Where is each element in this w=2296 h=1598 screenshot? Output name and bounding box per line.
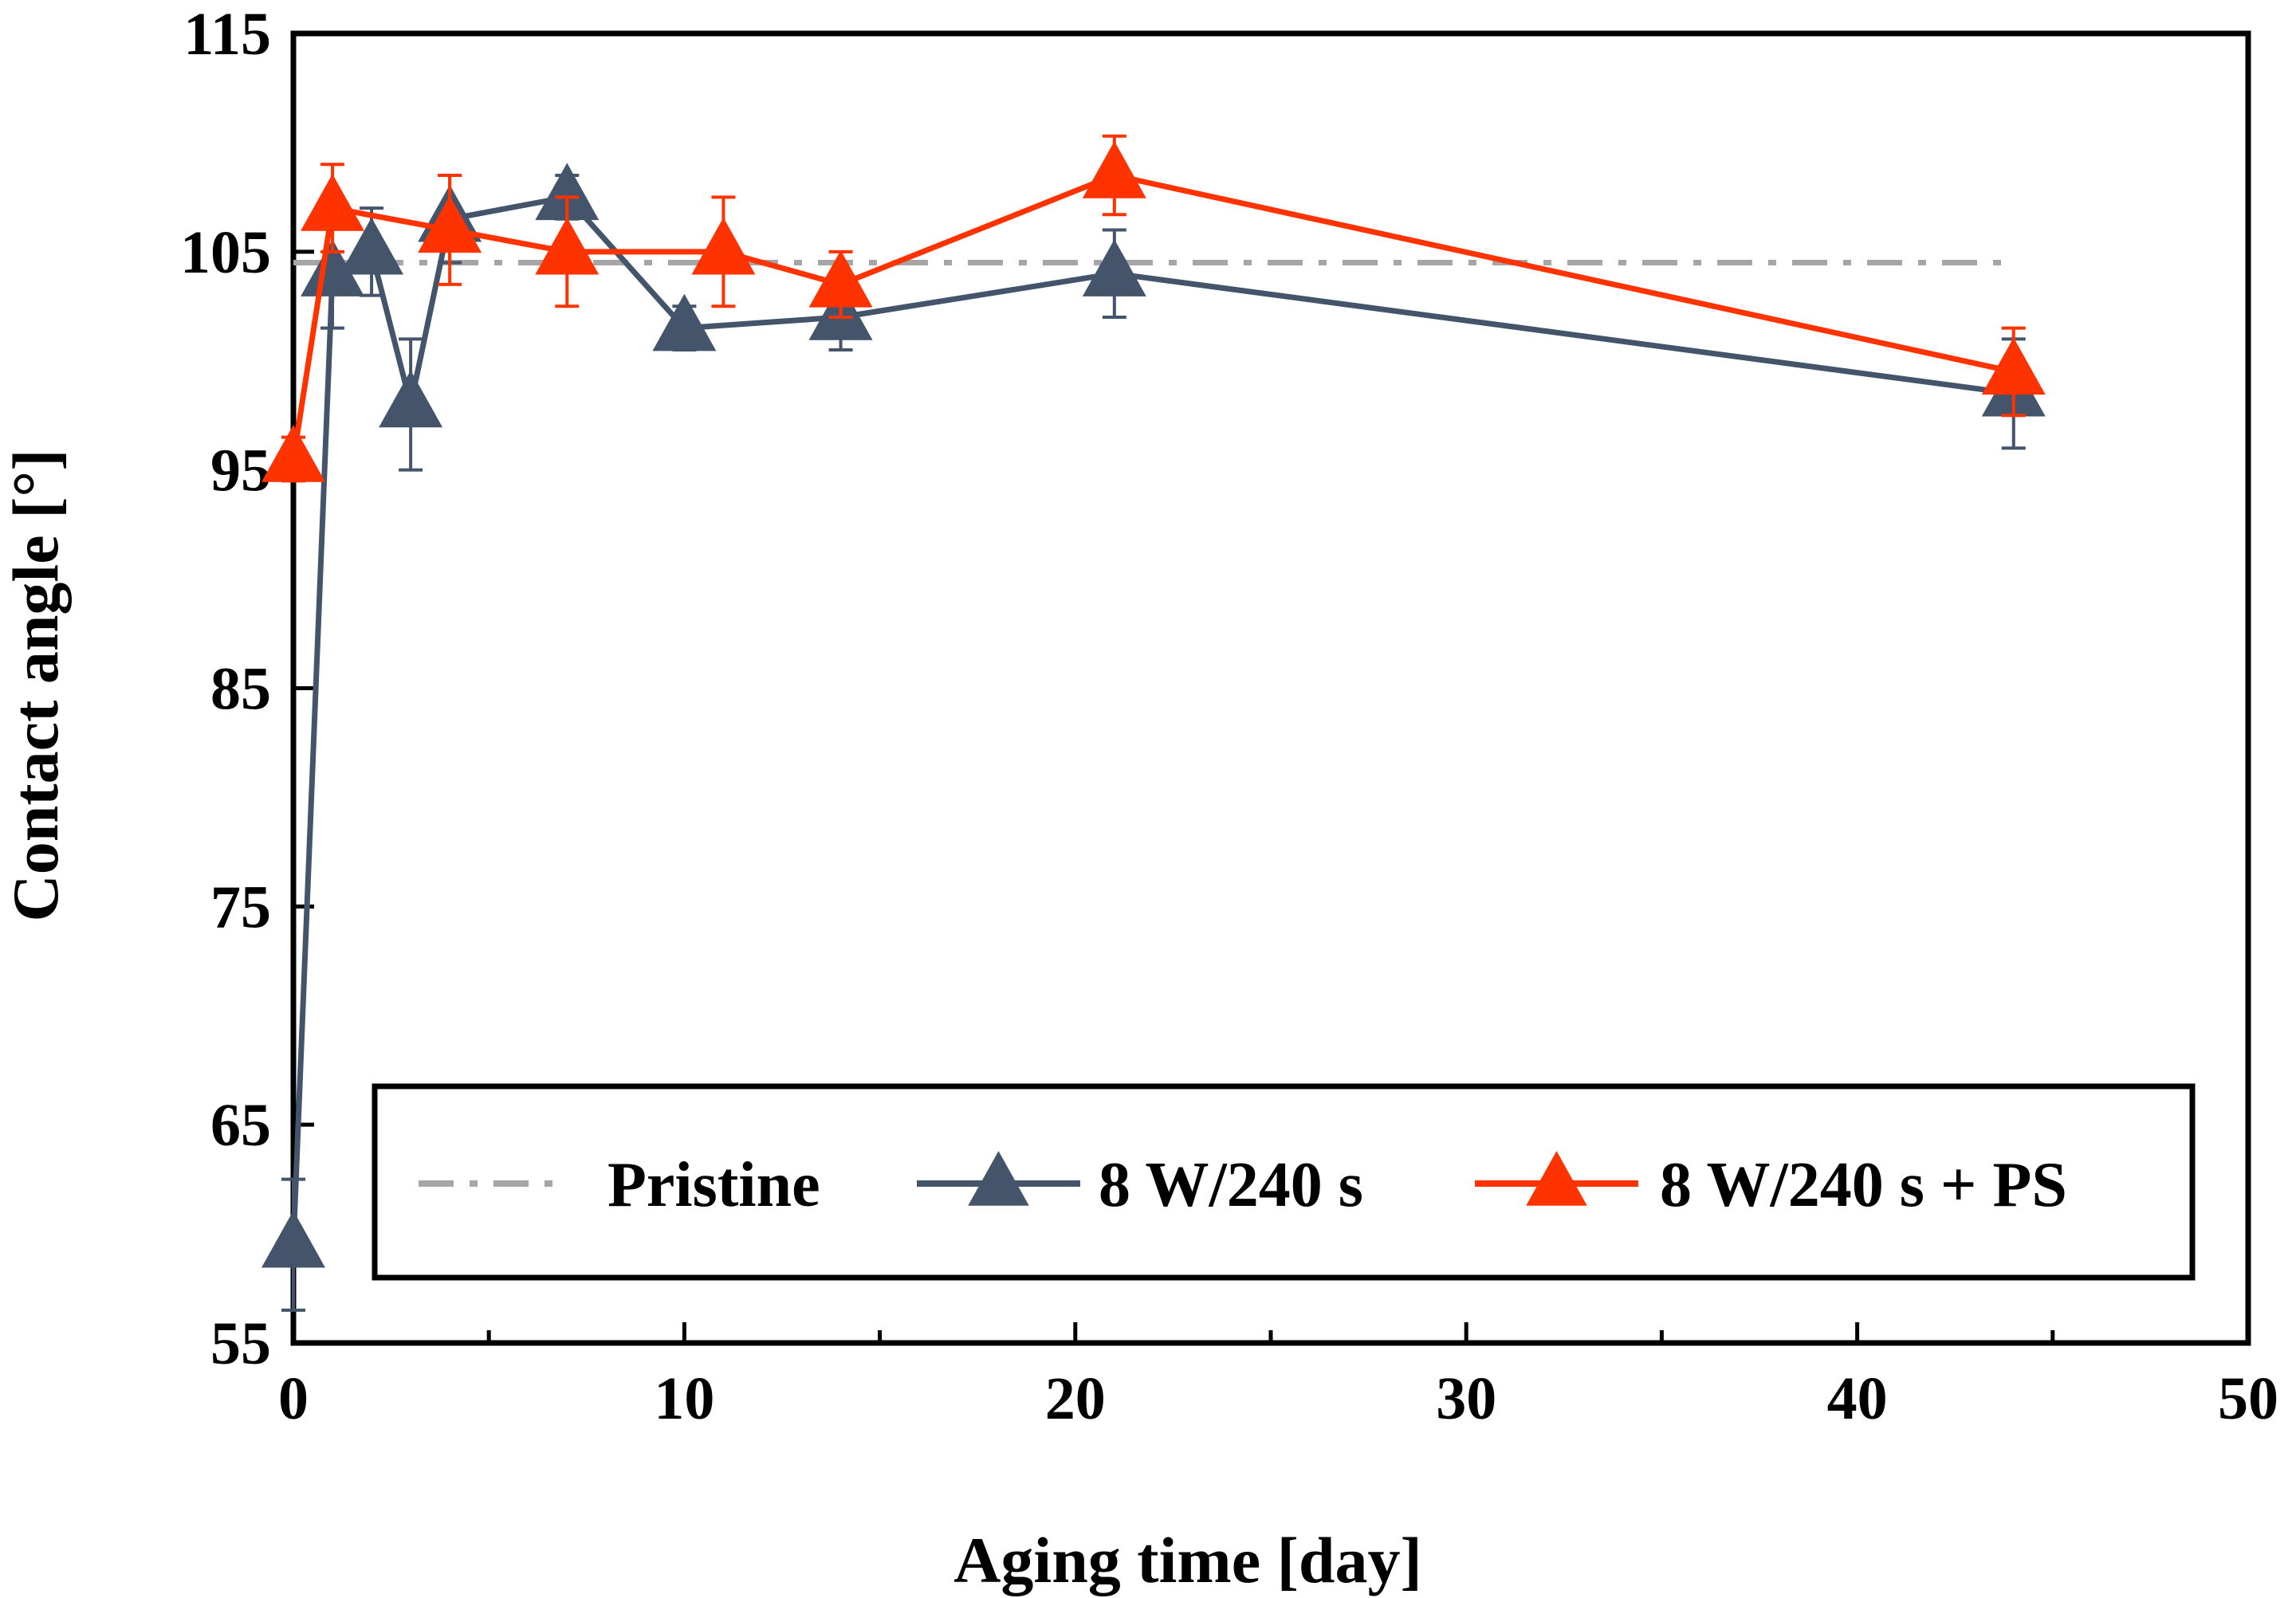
y-axis-title: Contact angle [°]: [0, 449, 72, 921]
y-tick-label: 75: [210, 874, 271, 940]
data-point: [535, 217, 600, 275]
y-tick-label: 115: [183, 1, 271, 68]
data-point: [1082, 141, 1146, 198]
data-point: [379, 370, 443, 428]
data-point: [301, 174, 365, 231]
series-2: [261, 134, 2046, 483]
data-point: [652, 293, 717, 351]
data-point: [418, 195, 482, 253]
legend-label: 8 W/240 s: [1099, 1150, 1363, 1220]
x-axis-title: Aging time [day]: [953, 1524, 1422, 1596]
data-point: [808, 249, 873, 308]
x-tick-label: 30: [1436, 1365, 1496, 1432]
data-point: [261, 1210, 325, 1268]
legend-label: 8 W/240 s + PS: [1660, 1150, 2067, 1220]
y-axis-ticks: 55 65 75 85 95 105 115: [180, 1, 314, 1377]
y-tick-label: 85: [210, 656, 271, 723]
data-point: [691, 217, 756, 275]
legend: Pristine 8 W/240 s 8 W/240 s + PS: [372, 1083, 2196, 1281]
x-tick-label: 40: [1827, 1365, 1888, 1432]
x-tick-label: 10: [654, 1365, 714, 1432]
data-point: [1082, 239, 1146, 296]
x-axis-ticks: 0 10 20 30 40 50: [278, 1322, 2278, 1432]
data-point: [261, 425, 325, 482]
legend-swatch-marker: [1526, 1151, 1587, 1206]
legend-swatch-marker: [968, 1151, 1029, 1206]
y-tick-label: 65: [210, 1092, 271, 1159]
x-tick-label: 0: [278, 1365, 309, 1432]
x-tick-label: 20: [1045, 1365, 1106, 1432]
y-tick-label: 105: [180, 219, 271, 286]
legend-label: Pristine: [607, 1150, 820, 1220]
y-tick-label: 55: [210, 1310, 271, 1377]
x-tick-label: 50: [2218, 1365, 2278, 1432]
series-1: [261, 163, 2046, 1312]
data-point: [340, 217, 404, 275]
series-layer: [261, 134, 2046, 1312]
data-point: [1981, 337, 2046, 395]
legend-box: [372, 1083, 2196, 1281]
y-tick-label: 95: [210, 438, 271, 505]
